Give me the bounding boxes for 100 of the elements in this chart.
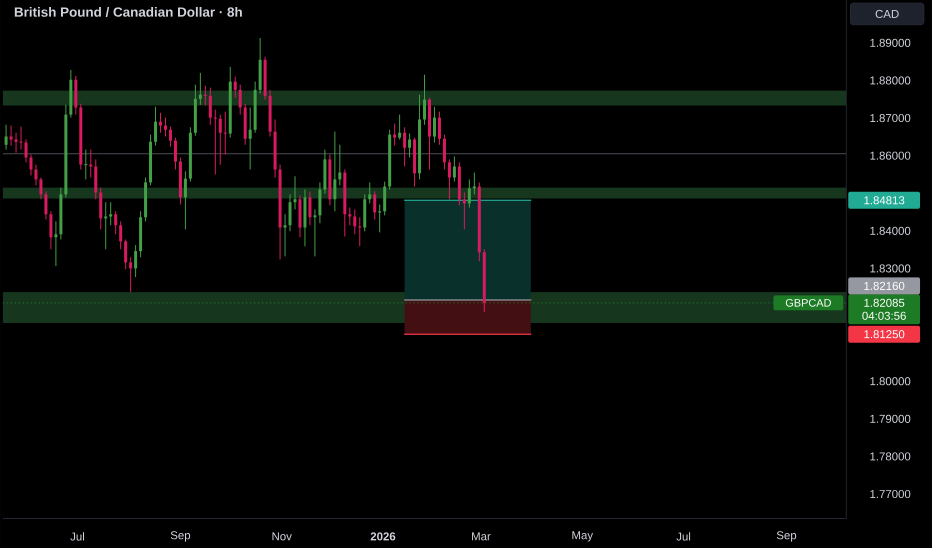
candlestick bbox=[458, 162, 461, 206]
candlestick bbox=[104, 202, 108, 250]
candlestick bbox=[303, 189, 306, 246]
candlestick bbox=[124, 239, 128, 270]
candlestick bbox=[178, 157, 182, 204]
candlestick bbox=[168, 126, 172, 146]
x-tick-label: Jul bbox=[676, 532, 690, 540]
candlestick bbox=[258, 38, 262, 94]
candlestick bbox=[468, 179, 471, 208]
candlestick bbox=[333, 131, 336, 212]
candlestick bbox=[343, 169, 346, 236]
candlestick bbox=[154, 106, 158, 146]
candlestick bbox=[472, 172, 476, 194]
candlestick bbox=[34, 164, 38, 186]
candlestick bbox=[284, 214, 287, 256]
candlestick bbox=[24, 139, 28, 162]
candlestick bbox=[198, 72, 202, 105]
candlestick bbox=[214, 110, 217, 174]
x-tick-label: Sep bbox=[170, 531, 190, 542]
candlestick bbox=[30, 154, 32, 176]
candlestick bbox=[264, 56, 267, 100]
y-tick-label: 1.80000 bbox=[870, 377, 910, 386]
candlestick bbox=[358, 217, 362, 246]
candlestick bbox=[234, 76, 237, 98]
text: 1.84813 bbox=[864, 196, 904, 204]
candlestick bbox=[69, 70, 72, 118]
candlestick bbox=[114, 211, 118, 234]
y-tick-label: 1.83000 bbox=[870, 264, 910, 272]
candlestick bbox=[268, 90, 272, 136]
candlestick bbox=[308, 191, 312, 226]
candlestick bbox=[478, 182, 481, 262]
candlestick bbox=[14, 132, 18, 152]
candlestick bbox=[79, 104, 82, 170]
candlestick bbox=[244, 104, 247, 145]
candlestick bbox=[398, 114, 402, 140]
candlestick bbox=[274, 119, 277, 178]
candlestick bbox=[208, 87, 212, 125]
x-tick-label: Mar bbox=[472, 532, 491, 540]
candlestick bbox=[294, 176, 296, 210]
candlestick bbox=[218, 114, 222, 164]
candlestick bbox=[204, 86, 207, 106]
candlestick bbox=[482, 249, 486, 312]
candlestick bbox=[298, 195, 302, 238]
candlestick bbox=[378, 204, 382, 232]
candlestick bbox=[10, 125, 13, 146]
candlestick bbox=[403, 127, 406, 166]
candlestick bbox=[20, 126, 23, 150]
candlestick bbox=[139, 211, 142, 257]
candlestick bbox=[323, 149, 326, 194]
candlestick bbox=[328, 154, 332, 206]
candlestick bbox=[174, 137, 177, 170]
y-tick-label: 1.79000 bbox=[870, 414, 910, 423]
candlestick bbox=[149, 134, 152, 186]
candlestick bbox=[278, 164, 282, 260]
y-tick-label: 1.78000 bbox=[870, 452, 910, 460]
candlestick bbox=[44, 191, 48, 220]
candlestick bbox=[84, 149, 88, 180]
candlestick bbox=[313, 209, 316, 256]
candlestick bbox=[363, 194, 366, 232]
y-tick-label: 1.86000 bbox=[870, 151, 910, 160]
y-tick-label: 1.84000 bbox=[870, 226, 910, 235]
y-tick-label: 1.87000 bbox=[870, 114, 910, 122]
x-tick-label: 2026 bbox=[370, 532, 396, 540]
candlestick bbox=[393, 124, 396, 146]
y-axis-title: CAD bbox=[876, 10, 899, 18]
candlestick bbox=[254, 81, 257, 133]
x-tick-label: Nov bbox=[272, 532, 292, 540]
candlestick bbox=[318, 182, 322, 224]
candlestick bbox=[423, 74, 426, 125]
candlestick bbox=[4, 124, 8, 150]
candlestick bbox=[119, 221, 122, 250]
candlestick bbox=[188, 127, 192, 182]
chart-title: British Pound / Canadian Dollar · 8h bbox=[14, 6, 242, 17]
ref-line-label: 1.82085 bbox=[864, 298, 904, 307]
candlestick bbox=[428, 98, 431, 170]
x-tick-label: Jul bbox=[70, 532, 84, 540]
candlestick bbox=[159, 112, 162, 133]
y-tick-label: 1.77000 bbox=[870, 490, 910, 498]
candlestick bbox=[194, 84, 197, 136]
text: 04:03:56 bbox=[862, 312, 906, 320]
candlestick bbox=[448, 159, 451, 200]
candlestick bbox=[224, 111, 227, 154]
candlestick bbox=[413, 137, 416, 186]
candlestick bbox=[348, 207, 352, 226]
candlestick bbox=[388, 130, 392, 190]
y-tick-label: 1.88000 bbox=[870, 76, 910, 84]
candlestick bbox=[144, 177, 148, 222]
text: 1.82160 bbox=[864, 282, 904, 290]
candlestick bbox=[129, 256, 132, 292]
candlestick bbox=[74, 76, 78, 114]
candlestick bbox=[442, 134, 446, 170]
y-tick-label: 1.89000 bbox=[870, 38, 910, 47]
candlestick bbox=[184, 171, 187, 230]
candlestick bbox=[248, 107, 252, 170]
text: 1.81250 bbox=[864, 330, 904, 338]
candlestick bbox=[134, 244, 138, 277]
candlestick bbox=[418, 94, 422, 180]
candlestick bbox=[368, 182, 372, 204]
candlestick bbox=[64, 104, 68, 198]
candlestick bbox=[353, 209, 356, 234]
